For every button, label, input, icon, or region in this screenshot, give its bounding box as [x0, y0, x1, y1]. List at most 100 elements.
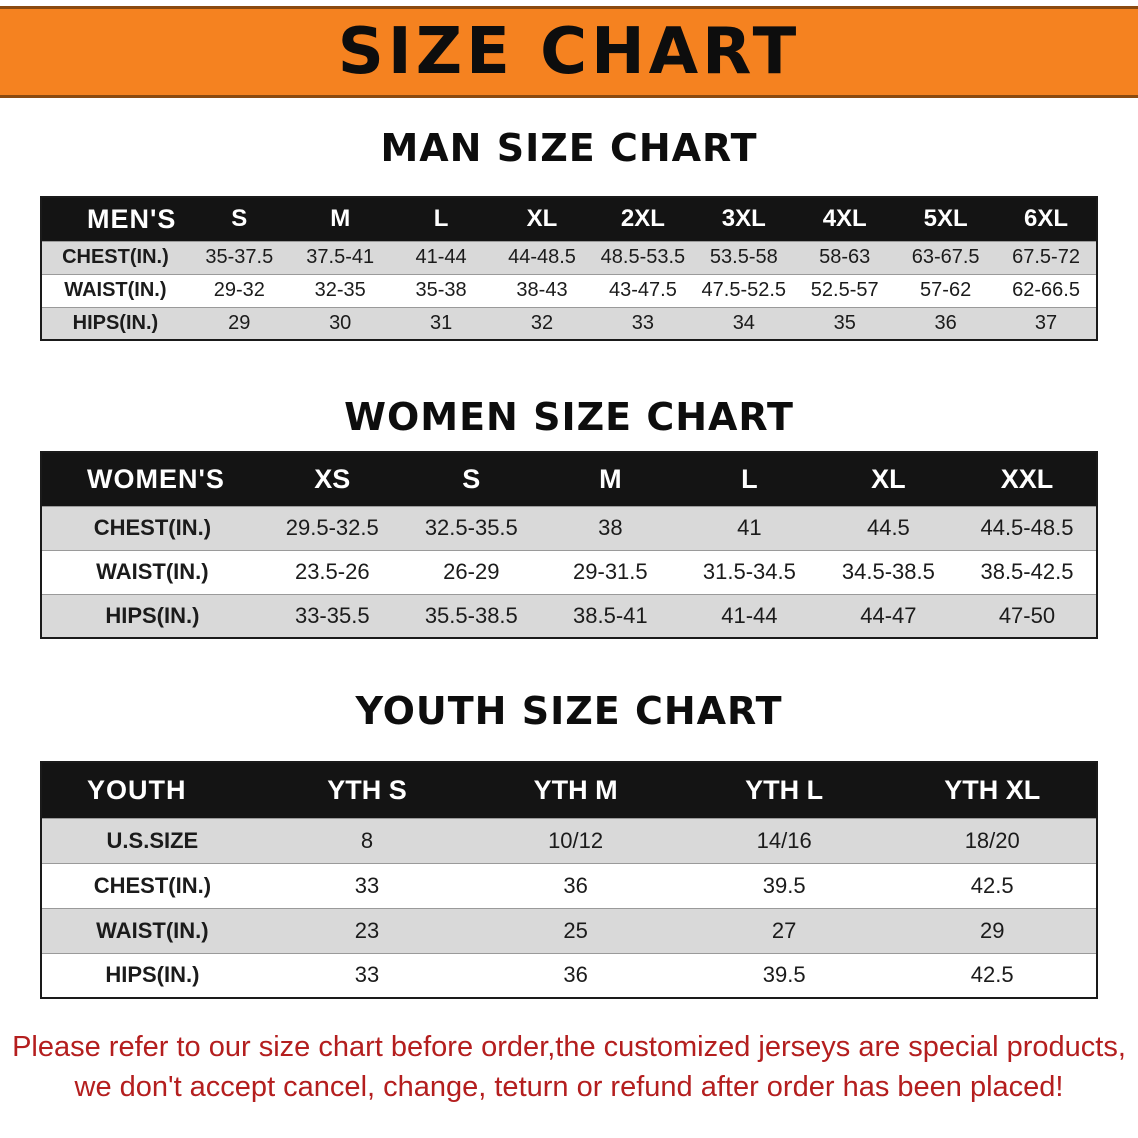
- row-label-cell: U.S.SIZE: [41, 817, 263, 863]
- men-section-heading: MAN SIZE CHART: [380, 126, 758, 170]
- measurement-cell: 38.5-42.5: [957, 549, 1097, 594]
- measurement-cell: 25: [471, 907, 680, 953]
- row-label-cell: CHEST(IN.): [41, 505, 263, 550]
- men-size-table: MEN'S S M L XL 2XL 3XL 4XL 5XL 6XL CHEST(IN.) 35-37…: [40, 196, 1098, 341]
- disclaimer-line-1: Please refer to our size chart before or…: [12, 1031, 1126, 1063]
- measurement-cell: 43-47.5: [592, 273, 694, 307]
- measurement-cell: 33-35.5: [262, 593, 402, 638]
- disclaimer-line-2: we don't accept cancel, change, teturn o…: [74, 1071, 1064, 1103]
- table-row: U.S.SIZE 8 10/12 14/16 18/20: [41, 817, 1097, 863]
- table-group-label: MEN'S: [41, 197, 189, 241]
- size-column-header: XL: [818, 452, 958, 506]
- table-row: WAIST(IN.) 23 25 27 29: [41, 907, 1097, 953]
- row-label-cell: HIPS(IN.): [41, 593, 263, 638]
- table-group-label: YOUTH: [41, 762, 263, 818]
- measurement-cell: 26-29: [401, 549, 541, 594]
- measurement-cell: 31: [390, 306, 492, 340]
- table-row: HIPS(IN.) 29 30 31 32 33 34 35 36 37: [41, 306, 1097, 340]
- measurement-cell: 23.5-26: [262, 549, 402, 594]
- measurement-cell: 57-62: [895, 273, 997, 307]
- size-column-header: S: [188, 197, 290, 241]
- row-label-cell: WAIST(IN.): [41, 549, 263, 594]
- measurement-cell: 33: [592, 306, 694, 340]
- measurement-cell: 44.5-48.5: [957, 505, 1097, 550]
- measurement-cell: 33: [262, 952, 472, 998]
- measurement-cell: 29: [888, 907, 1097, 953]
- size-column-header: YTH S: [262, 762, 472, 818]
- size-column-header: 2XL: [592, 197, 694, 241]
- measurement-cell: 39.5: [679, 862, 889, 908]
- measurement-cell: 35-37.5: [188, 240, 290, 274]
- row-label-cell: WAIST(IN.): [41, 907, 263, 953]
- women-size-table: WOMEN'S XS S M L XL XXL CHEST(IN.) 29.5-32.5 32.5…: [40, 451, 1098, 639]
- measurement-cell: 36: [471, 952, 680, 998]
- measurement-cell: 36: [471, 862, 680, 908]
- table-row: HIPS(IN.) 33-35.5 35.5-38.5 38.5-41 41-44 44-…: [41, 593, 1097, 638]
- size-table: WOMEN'S XS S M L XL XXL CHEST(IN.) 29.5-32.5 32.5…: [40, 451, 1098, 639]
- measurement-cell: 63-67.5: [895, 240, 997, 274]
- row-label-cell: HIPS(IN.): [41, 306, 189, 340]
- measurement-cell: 58-63: [794, 240, 896, 274]
- measurement-cell: 32.5-35.5: [401, 505, 541, 550]
- measurement-cell: 33: [262, 862, 472, 908]
- measurement-cell: 35-38: [390, 273, 492, 307]
- size-column-header: 4XL: [794, 197, 896, 241]
- table-row: CHEST(IN.) 35-37.5 37.5-41 41-44 44-48.5 48.5…: [41, 240, 1097, 274]
- disclaimer-note: Please refer to our size chart before or…: [0, 1027, 1138, 1107]
- measurement-cell: 47-50: [957, 593, 1097, 638]
- measurement-cell: 34: [693, 306, 795, 340]
- measurement-cell: 48.5-53.5: [592, 240, 694, 274]
- measurement-cell: 41-44: [390, 240, 492, 274]
- size-column-header: YTH XL: [888, 762, 1097, 818]
- page-title: SIZE CHART: [337, 15, 801, 89]
- table-header-row: MEN'S S M L XL 2XL 3XL 4XL 5XL 6XL: [41, 197, 1097, 241]
- row-label-cell: CHEST(IN.): [41, 862, 263, 908]
- size-column-header: XXL: [957, 452, 1097, 506]
- measurement-cell: 62-66.5: [996, 273, 1097, 307]
- size-table: MEN'S S M L XL 2XL 3XL 4XL 5XL 6XL CHEST(IN.) 35-37…: [40, 196, 1098, 341]
- size-column-header: 5XL: [895, 197, 997, 241]
- row-label-cell: WAIST(IN.): [41, 273, 189, 307]
- size-chart-banner: SIZE CHART: [0, 6, 1138, 98]
- measurement-cell: 39.5: [679, 952, 889, 998]
- size-column-header: S: [401, 452, 541, 506]
- youth-size-table: YOUTH YTH S YTH M YTH L YTH XL U.S.SIZE 8 10/12…: [40, 761, 1098, 999]
- measurement-cell: 52.5-57: [794, 273, 896, 307]
- table-row: WAIST(IN.) 23.5-26 26-29 29-31.5 31.5-34.5 34…: [41, 549, 1097, 594]
- measurement-cell: 18/20: [888, 817, 1097, 863]
- measurement-cell: 31.5-34.5: [679, 549, 819, 594]
- size-column-header: L: [679, 452, 819, 506]
- table-row: HIPS(IN.) 33 36 39.5 42.5: [41, 952, 1097, 998]
- measurement-cell: 38: [540, 505, 680, 550]
- measurement-cell: 29-31.5: [540, 549, 680, 594]
- measurement-cell: 29: [188, 306, 290, 340]
- row-label-cell: HIPS(IN.): [41, 952, 263, 998]
- measurement-cell: 41-44: [679, 593, 819, 638]
- measurement-cell: 37: [996, 306, 1097, 340]
- measurement-cell: 8: [262, 817, 472, 863]
- size-column-header: YTH L: [679, 762, 889, 818]
- table-header-row: YOUTH YTH S YTH M YTH L YTH XL: [41, 762, 1097, 818]
- measurement-cell: 42.5: [888, 952, 1097, 998]
- measurement-cell: 35: [794, 306, 896, 340]
- table-group-label: WOMEN'S: [41, 452, 263, 506]
- size-column-header: M: [289, 197, 391, 241]
- measurement-cell: 38.5-41: [540, 593, 680, 638]
- table-row: WAIST(IN.) 29-32 32-35 35-38 38-43 43-47.5 47.…: [41, 273, 1097, 307]
- measurement-cell: 42.5: [888, 862, 1097, 908]
- measurement-cell: 23: [262, 907, 472, 953]
- measurement-cell: 41: [679, 505, 819, 550]
- measurement-cell: 10/12: [471, 817, 680, 863]
- table-header-row: WOMEN'S XS S M L XL XXL: [41, 452, 1097, 506]
- measurement-cell: 29-32: [188, 273, 290, 307]
- size-column-header: YTH M: [471, 762, 680, 818]
- row-label-cell: CHEST(IN.): [41, 240, 189, 274]
- measurement-cell: 53.5-58: [693, 240, 795, 274]
- measurement-cell: 37.5-41: [289, 240, 391, 274]
- measurement-cell: 34.5-38.5: [818, 549, 958, 594]
- measurement-cell: 44-48.5: [491, 240, 593, 274]
- measurement-cell: 32-35: [289, 273, 391, 307]
- measurement-cell: 27: [679, 907, 889, 953]
- size-column-header: XL: [491, 197, 593, 241]
- measurement-cell: 44-47: [818, 593, 958, 638]
